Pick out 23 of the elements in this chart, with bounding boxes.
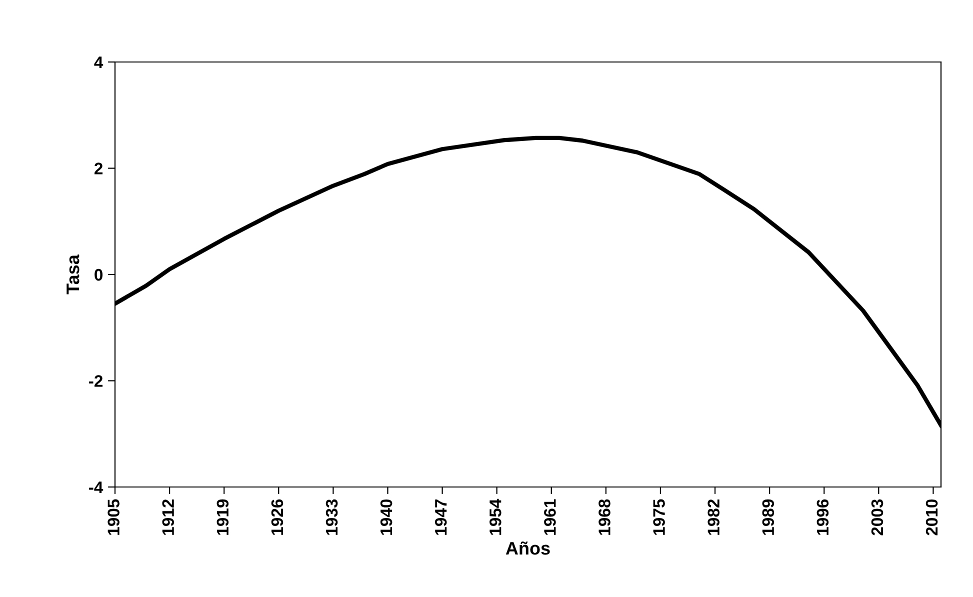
x-tick-label: 1954 bbox=[490, 498, 502, 535]
x-tick-label: 2003 bbox=[871, 499, 884, 536]
y-axis-title: Tasa bbox=[66, 254, 80, 294]
y-tick-label: -2 bbox=[89, 375, 103, 387]
x-tick-label: 1919 bbox=[216, 499, 229, 535]
x-tick-label: 1905 bbox=[108, 499, 120, 535]
x-tick-label: 1968 bbox=[598, 499, 610, 535]
x-tick-label: 1912 bbox=[162, 499, 174, 535]
y-tick-label: 4 bbox=[94, 56, 104, 68]
x-tick-label: 1996 bbox=[816, 499, 829, 535]
x-axis-title: Años bbox=[506, 542, 550, 555]
x-tick-label: 1940 bbox=[380, 499, 392, 535]
x-tick-label: 1961 bbox=[544, 499, 556, 535]
x-tick-label: 1947 bbox=[434, 500, 447, 535]
y-tick-label: 2 bbox=[94, 162, 103, 174]
x-tick-label: 1926 bbox=[271, 499, 284, 535]
x-tick-label: 1933 bbox=[326, 499, 338, 535]
x-tick-label: 2010 bbox=[926, 499, 938, 536]
y-tick-label: -4 bbox=[89, 482, 104, 494]
x-tick-label: 1982 bbox=[708, 499, 720, 535]
y-tick-label: 0 bbox=[94, 268, 103, 281]
x-tick-label: 1989 bbox=[762, 499, 774, 535]
x-tick-label: 1975 bbox=[653, 499, 665, 535]
